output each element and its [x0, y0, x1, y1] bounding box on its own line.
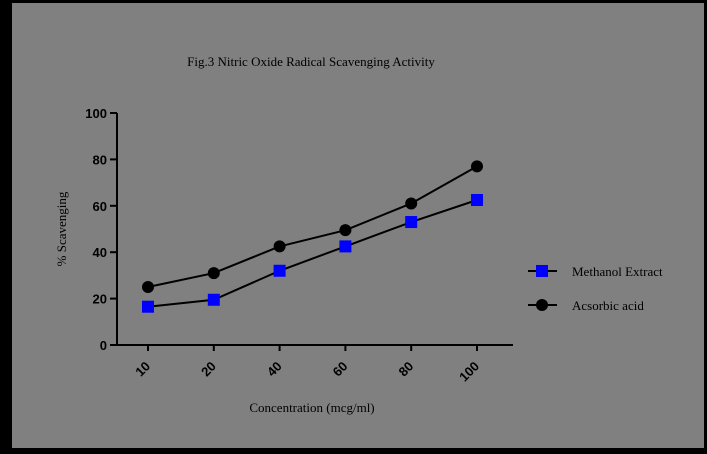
- chart-title: Fig.3 Nitric Oxide Radical Scavenging Ac…: [187, 54, 435, 69]
- data-point: [142, 281, 154, 293]
- x-tick-label: 10: [132, 359, 153, 380]
- data-point: [273, 240, 286, 253]
- y-tick-label: 0: [100, 338, 107, 353]
- data-point: [142, 300, 154, 313]
- data-point: [207, 267, 220, 280]
- data-point: [339, 240, 352, 253]
- y-tick-label: 40: [93, 245, 107, 260]
- x-axis-label: Concentration (mcg/ml): [249, 400, 374, 415]
- data-point: [471, 160, 483, 173]
- series-line: [147, 199, 478, 308]
- y-tick-label: 20: [93, 292, 107, 307]
- data-point: [405, 197, 418, 210]
- data-point: [339, 224, 352, 237]
- legend: Methanol Extract Acsorbic acid: [528, 264, 663, 313]
- x-tick-label: 60: [330, 359, 351, 380]
- series-line: [147, 165, 478, 288]
- series-layer: [142, 160, 483, 313]
- legend-label: Acsorbic acid: [572, 298, 644, 313]
- x-tick-label: 100: [456, 359, 482, 385]
- y-tick-label: 80: [93, 152, 107, 167]
- x-tick-label: 80: [395, 359, 416, 380]
- axes: 0 20 40 60 80 100 10 20 40 60 80 100: [85, 106, 513, 384]
- data-point: [207, 293, 220, 306]
- legend-label: Methanol Extract: [572, 264, 663, 279]
- x-tick-label: 40: [264, 359, 285, 380]
- y-axis-label: % Scavenging: [54, 191, 69, 266]
- data-point: [405, 216, 418, 229]
- data-point: [273, 264, 286, 277]
- y-tick-label: 100: [85, 106, 107, 121]
- legend-marker: [536, 299, 548, 311]
- data-point: [471, 194, 483, 206]
- y-tick-label: 60: [93, 199, 107, 214]
- legend-marker: [536, 265, 548, 277]
- x-tick-label: 20: [198, 359, 219, 380]
